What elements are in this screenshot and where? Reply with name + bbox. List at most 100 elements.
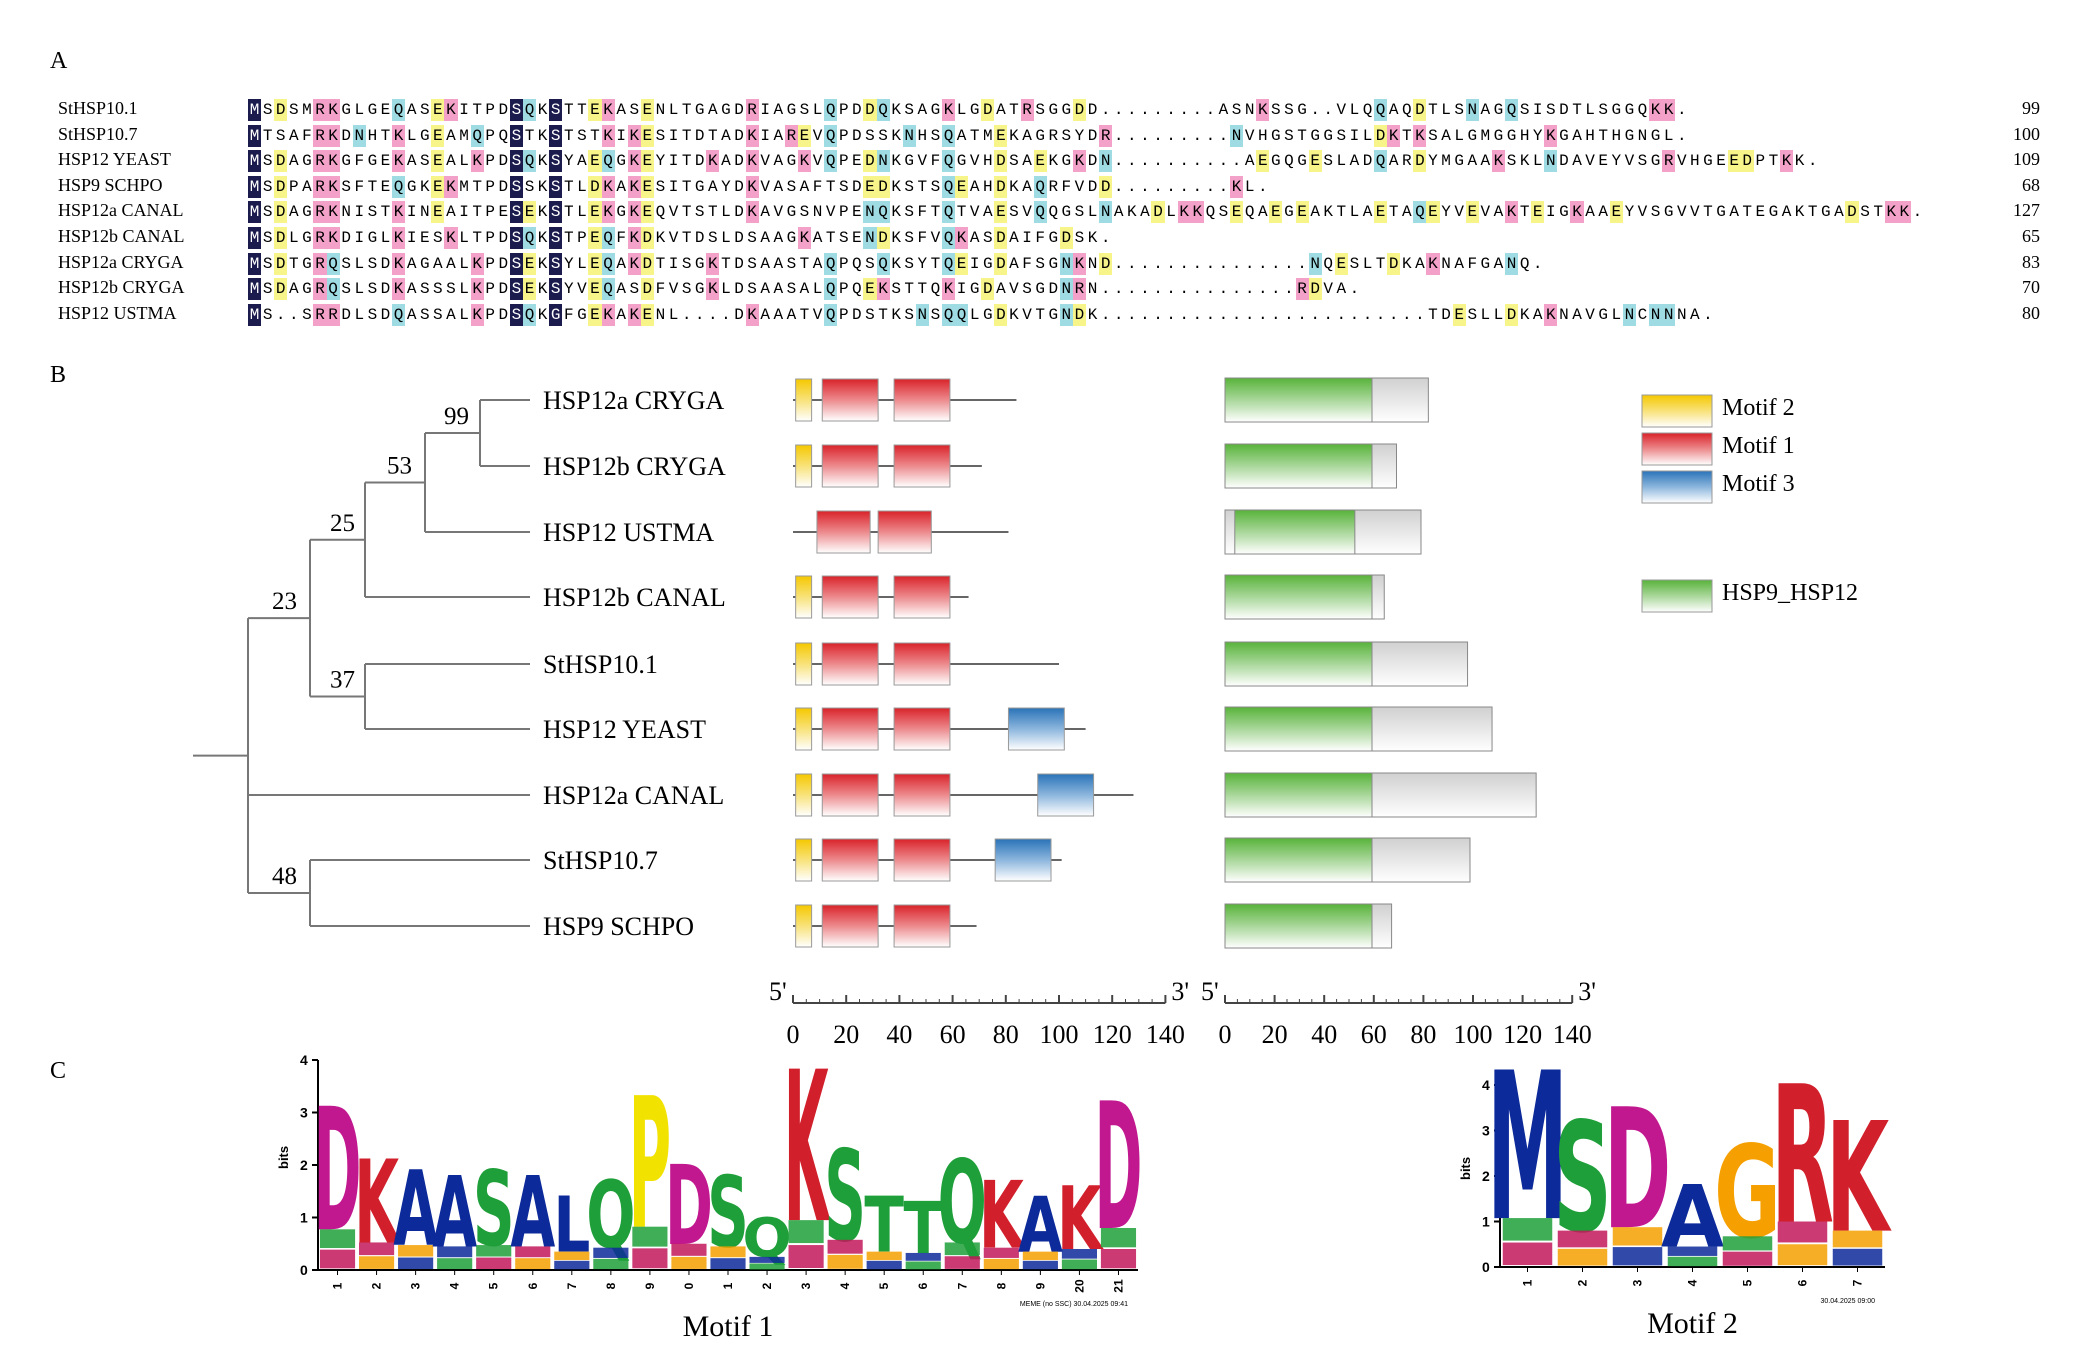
logo-position-label: 7 (955, 1282, 969, 1289)
logo-title: Motif 1 (683, 1310, 774, 1343)
motif-box-1 (821, 575, 879, 619)
logo-y-label: bits (276, 1146, 291, 1169)
logo-minor-letter-block (632, 1248, 668, 1269)
logo-minor-letter-block (1832, 1248, 1883, 1266)
domain-axis-tick-label: 0 (1219, 1020, 1232, 1049)
motif-box-1 (893, 904, 951, 948)
tree-taxon-label: StHSP10.7 (543, 846, 658, 875)
logo-minor-letter-block (905, 1261, 941, 1270)
logo-minor-letter-block (1667, 1246, 1718, 1256)
logo-minor-letter-block (1502, 1242, 1553, 1266)
motif-box-2 (795, 707, 813, 751)
logo-minor-letter-block (1832, 1230, 1883, 1248)
logo-minor-letter-block (1612, 1227, 1663, 1246)
alignment-row-count: 83 (2022, 251, 2040, 272)
domain-axis-tick-label: 60 (1361, 1020, 1387, 1049)
logo-minor-letter-block (866, 1251, 902, 1261)
motif-box-1 (821, 642, 879, 686)
logo-y-tick-label: 3 (300, 1105, 308, 1121)
logo-y-tick-label: 0 (300, 1262, 308, 1278)
logo-minor-letter-block (593, 1258, 629, 1270)
tree-taxon-label: HSP12 USTMA (543, 518, 714, 547)
motif-box-2 (795, 378, 813, 422)
logo-position-label: 2 (370, 1282, 384, 1289)
motif-box-2 (795, 642, 813, 686)
alignment-row-count: 65 (2022, 226, 2040, 246)
motif-axis-tick-label: 140 (1146, 1020, 1185, 1049)
logo-minor-letter-block (827, 1254, 863, 1269)
logo-minor-letter-block (866, 1260, 902, 1270)
logo-minor-letter-block (1022, 1260, 1058, 1270)
logo-minor-letter-block (398, 1257, 434, 1270)
domain-axis-tick-label: 20 (1262, 1020, 1288, 1049)
logo-position-label: 8 (994, 1282, 1008, 1289)
logo-minor-letter-block (788, 1220, 824, 1244)
tree-taxon-label: HSP12b CRYGA (543, 452, 726, 481)
alignment-row-count: 70 (2022, 277, 2040, 298)
hsp9-hsp12-domain (1224, 772, 1373, 818)
tree-taxon-label: HSP12 YEAST (543, 715, 706, 744)
logo-minor-letter-block (1557, 1230, 1608, 1248)
logo-y-tick-label: 3 (1482, 1123, 1490, 1139)
motif-box-1 (821, 707, 879, 751)
logo-position-label: 3 (799, 1282, 813, 1289)
tree-taxon-label: HSP12b CANAL (543, 583, 726, 612)
hsp9-hsp12-domain (1224, 641, 1373, 687)
hsp9-hsp12-domain (1224, 837, 1373, 883)
domain-axis-tick-label: 120 (1503, 1020, 1542, 1049)
motif-box-1 (816, 510, 871, 554)
panel-label-b: B (50, 362, 67, 388)
motif-box-1 (821, 773, 879, 817)
panel-label-c: C (50, 1058, 67, 1084)
legend-label: Motif 2 (1722, 395, 1795, 421)
logo-minor-letter-block (1722, 1251, 1773, 1266)
alignment-row-name: HSP12a CRYGA (58, 251, 184, 272)
motif-axis-tick-label: 80 (993, 1020, 1019, 1049)
motif-box-1 (893, 444, 951, 488)
alignment-row-name: HSP9 SCHPO (58, 174, 163, 195)
logo-y-tick-label: 4 (1482, 1077, 1490, 1093)
bootstrap-value: 25 (330, 510, 355, 537)
hsp9-hsp12-domain (1224, 377, 1373, 423)
motif-axis-tick-label: 120 (1093, 1020, 1132, 1049)
logo-y-tick-label: 4 (300, 1052, 308, 1068)
alignment-row-count: 99 (2022, 98, 2040, 118)
logo-minor-letter-block (944, 1256, 980, 1269)
logo-footer: MEME (no SSC) 30.04.2025 09:41 (1020, 1301, 1128, 1308)
logo-position-label: 5 (1741, 1279, 1755, 1286)
alignment-row-name: HSP12 USTMA (58, 302, 177, 323)
motif-box-2 (795, 444, 813, 488)
motif-box-1 (821, 444, 879, 488)
logo-minor-letter-block (1722, 1236, 1773, 1251)
logo-minor-letter-block (983, 1247, 1019, 1258)
logo-minor-letter-block (749, 1256, 785, 1263)
bootstrap-value: 53 (387, 453, 412, 480)
logo-position-label: 3 (1631, 1279, 1645, 1286)
logo-minor-letter-block (788, 1245, 824, 1269)
legend-swatch (1641, 579, 1713, 613)
logo-position-label: 2 (760, 1282, 774, 1289)
logo-minor-letter-block (593, 1247, 629, 1258)
motif-box-2 (795, 838, 813, 882)
logo-minor-letter-block (1612, 1247, 1663, 1266)
logo-title: Motif 2 (1647, 1307, 1738, 1340)
motif-map: 0 20 40 60 80 100 120 140 5' 3' (769, 378, 1189, 1049)
logo-minor-letter-block (1777, 1221, 1828, 1243)
legend: Motif 2 Motif 1 Motif 3 HSP9_HSP12 (1641, 394, 1858, 613)
logo-minor-letter-block (983, 1258, 1019, 1270)
hsp9-hsp12-domain (1224, 706, 1373, 752)
legend-label: Motif 1 (1722, 433, 1795, 459)
five-prime-label: 5' (769, 977, 787, 1006)
logo-position-label: 6 (916, 1282, 930, 1289)
logo-position-label: 20 (1072, 1279, 1086, 1293)
legend-label: Motif 3 (1722, 471, 1795, 497)
legend-swatch (1641, 394, 1713, 428)
motif-axis-tick-label: 60 (940, 1020, 966, 1049)
